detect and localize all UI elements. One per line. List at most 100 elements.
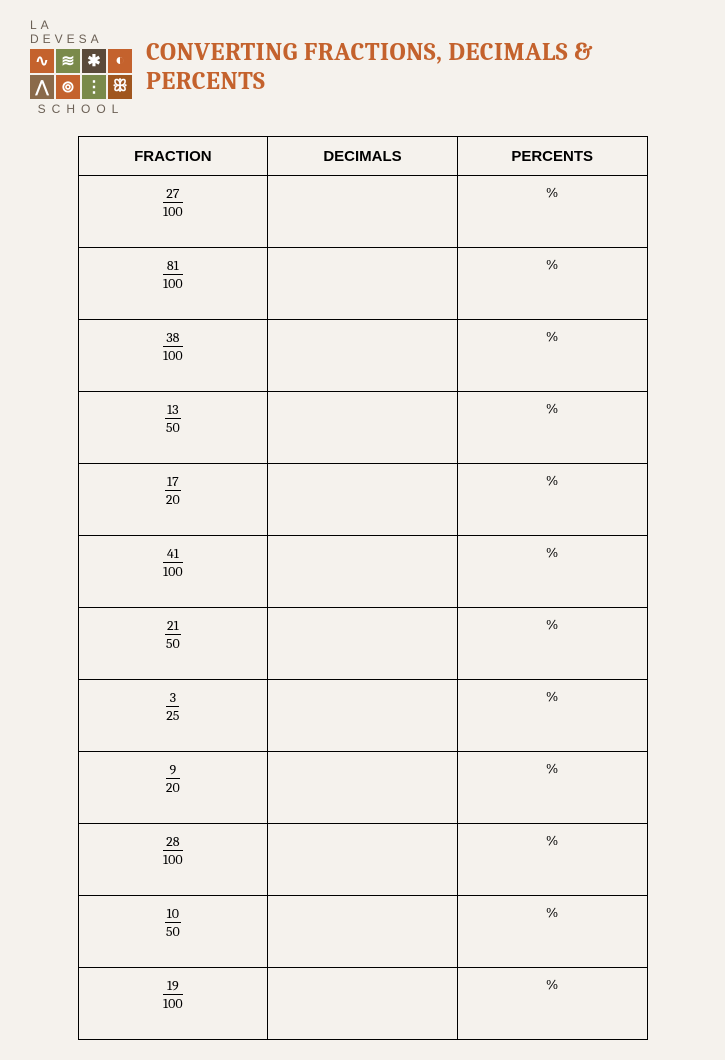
fraction-cell: 1350: [78, 392, 268, 464]
fraction: 2150: [165, 618, 181, 652]
percent-cell: %: [457, 392, 647, 464]
fraction-denominator: 100: [163, 995, 183, 1011]
percent-cell: %: [457, 176, 647, 248]
table-row: 1720%: [78, 464, 647, 536]
percent-cell: %: [457, 464, 647, 536]
fraction: 19100: [163, 978, 183, 1012]
decimal-cell: [268, 896, 458, 968]
fraction-numerator: 41: [163, 546, 183, 563]
fraction: 81100: [163, 258, 183, 292]
header: LA DEVESA ∿ ≋ ✱ ◐ ⋀ ⊚ ⋮ ꕥ SCHOOL CONVERT…: [30, 18, 695, 116]
percent-cell: %: [457, 896, 647, 968]
table-row: 19100%: [78, 968, 647, 1040]
decimal-cell: [268, 176, 458, 248]
logo-tile: ✱: [82, 49, 106, 73]
percent-cell: %: [457, 824, 647, 896]
fraction-numerator: 3: [166, 690, 179, 707]
percent-cell: %: [457, 608, 647, 680]
table-row: 920%: [78, 752, 647, 824]
decimal-cell: [268, 608, 458, 680]
table-row: 1050%: [78, 896, 647, 968]
header-percents: PERCENTS: [457, 137, 647, 176]
fraction: 1050: [165, 906, 181, 940]
fraction: 38100: [163, 330, 183, 364]
table-row: 81100%: [78, 248, 647, 320]
percent-cell: %: [457, 752, 647, 824]
percent-cell: %: [457, 968, 647, 1040]
fraction-denominator: 50: [165, 923, 181, 939]
fraction-cell: 41100: [78, 536, 268, 608]
table-row: 2150%: [78, 608, 647, 680]
fraction-denominator: 100: [163, 203, 183, 219]
fraction: 27100: [163, 186, 183, 220]
fraction-numerator: 17: [165, 474, 181, 491]
percent-cell: %: [457, 248, 647, 320]
table-row: 41100%: [78, 536, 647, 608]
fraction-denominator: 20: [166, 779, 180, 795]
fraction-cell: 1050: [78, 896, 268, 968]
fraction: 1350: [165, 402, 181, 436]
fraction-cell: 325: [78, 680, 268, 752]
fraction-denominator: 100: [163, 563, 183, 579]
logo-line1: LA DEVESA: [30, 18, 132, 46]
decimal-cell: [268, 824, 458, 896]
school-logo: LA DEVESA ∿ ≋ ✱ ◐ ⋀ ⊚ ⋮ ꕥ SCHOOL: [30, 18, 132, 116]
table-row: 325%: [78, 680, 647, 752]
fraction: 1720: [165, 474, 181, 508]
fraction-numerator: 27: [163, 186, 183, 203]
decimal-cell: [268, 464, 458, 536]
percent-cell: %: [457, 536, 647, 608]
fraction-denominator: 20: [165, 491, 181, 507]
percent-cell: %: [457, 680, 647, 752]
logo-tile: ꕥ: [108, 75, 132, 99]
fraction-cell: 81100: [78, 248, 268, 320]
conversion-table: FRACTION DECIMALS PERCENTS 27100%81100%3…: [78, 136, 648, 1040]
table-row: 28100%: [78, 824, 647, 896]
fraction-numerator: 13: [165, 402, 181, 419]
decimal-cell: [268, 536, 458, 608]
fraction-denominator: 50: [165, 635, 181, 651]
decimal-cell: [268, 320, 458, 392]
fraction-cell: 920: [78, 752, 268, 824]
fraction-cell: 38100: [78, 320, 268, 392]
fraction-numerator: 9: [166, 762, 180, 779]
fraction: 28100: [163, 834, 183, 868]
decimal-cell: [268, 680, 458, 752]
header-decimals: DECIMALS: [268, 137, 458, 176]
worksheet-page: LA DEVESA ∿ ≋ ✱ ◐ ⋀ ⊚ ⋮ ꕥ SCHOOL CONVERT…: [0, 0, 725, 1060]
fraction-denominator: 100: [163, 347, 183, 363]
fraction-numerator: 10: [165, 906, 181, 923]
fraction-numerator: 81: [163, 258, 183, 275]
header-fraction: FRACTION: [78, 137, 268, 176]
logo-tile: ∿: [30, 49, 54, 73]
fraction: 920: [166, 762, 180, 796]
fraction-denominator: 100: [163, 275, 183, 291]
logo-tile-grid: ∿ ≋ ✱ ◐ ⋀ ⊚ ⋮ ꕥ: [30, 49, 132, 99]
table-header-row: FRACTION DECIMALS PERCENTS: [78, 137, 647, 176]
fraction-cell: 28100: [78, 824, 268, 896]
fraction-cell: 2150: [78, 608, 268, 680]
fraction-numerator: 21: [165, 618, 181, 635]
page-title: CONVERTING FRACTIONS, DECIMALS & PERCENT…: [146, 38, 695, 96]
fraction-cell: 19100: [78, 968, 268, 1040]
percent-cell: %: [457, 320, 647, 392]
decimal-cell: [268, 248, 458, 320]
table-row: 1350%: [78, 392, 647, 464]
fraction-cell: 1720: [78, 464, 268, 536]
fraction-denominator: 25: [166, 707, 179, 723]
logo-tile: ⊚: [56, 75, 80, 99]
decimal-cell: [268, 392, 458, 464]
table-body: 27100%81100%38100%1350%1720%41100%2150%3…: [78, 176, 647, 1040]
table-row: 27100%: [78, 176, 647, 248]
fraction-cell: 27100: [78, 176, 268, 248]
fraction-denominator: 50: [165, 419, 181, 435]
decimal-cell: [268, 752, 458, 824]
fraction: 325: [166, 690, 179, 724]
fraction-denominator: 100: [163, 851, 183, 867]
logo-line2: SCHOOL: [38, 102, 125, 116]
logo-tile: ≋: [56, 49, 80, 73]
fraction-numerator: 19: [163, 978, 183, 995]
logo-tile: ⋮: [82, 75, 106, 99]
fraction-numerator: 38: [163, 330, 183, 347]
fraction-numerator: 28: [163, 834, 183, 851]
